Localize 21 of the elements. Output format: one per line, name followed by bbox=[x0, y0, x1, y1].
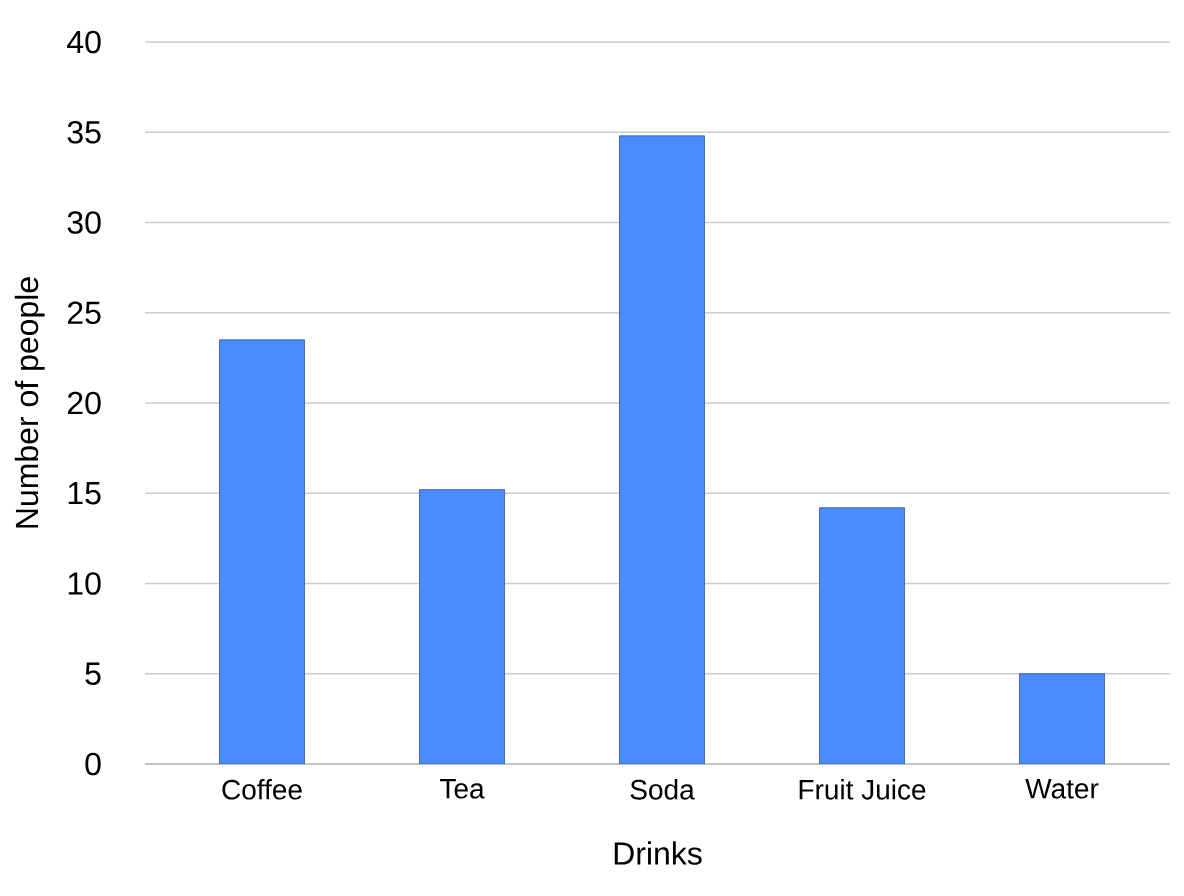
bar bbox=[419, 489, 505, 764]
bar bbox=[1019, 673, 1105, 764]
bar bbox=[219, 339, 305, 764]
y-tick-label: 30 bbox=[67, 211, 101, 234]
y-tick-label: 0 bbox=[85, 752, 101, 776]
y-tick-label: 40 bbox=[67, 30, 101, 54]
x-tick-label: Water bbox=[1025, 779, 1099, 799]
y-tick-label: 20 bbox=[67, 391, 101, 415]
y-tick-label: 35 bbox=[67, 120, 101, 144]
y-tick-label: 5 bbox=[85, 662, 101, 685]
x-axis-title: Drinks bbox=[614, 841, 702, 865]
x-tick-label: Tea bbox=[440, 779, 485, 799]
bar bbox=[819, 507, 905, 764]
y-tick-label: 25 bbox=[67, 301, 101, 325]
y-axis-title: Number of people bbox=[14, 277, 45, 528]
y-tick-label: 15 bbox=[68, 482, 101, 505]
x-tick-label: Coffee bbox=[222, 779, 302, 800]
y-tick-label: 10 bbox=[68, 572, 101, 595]
bar bbox=[619, 135, 705, 764]
x-tick-label: Fruit Juice bbox=[799, 779, 926, 800]
x-tick-label: Soda bbox=[630, 779, 695, 800]
